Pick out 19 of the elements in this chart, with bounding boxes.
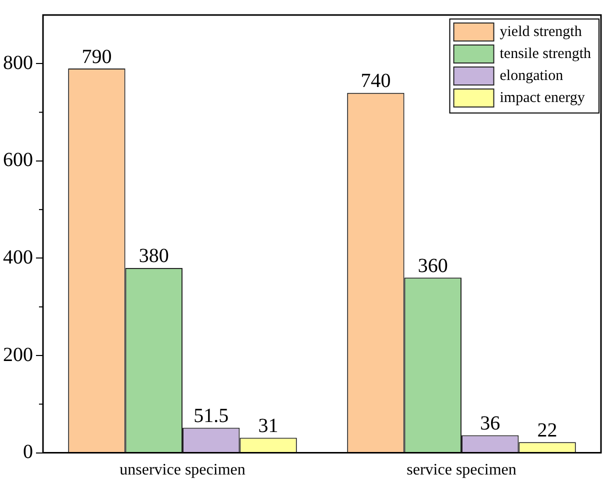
legend-label: tensile strength (500, 46, 592, 62)
data-label: 36 (480, 412, 500, 435)
y-tick-label: 600 (3, 149, 33, 172)
data-label: 22 (537, 419, 558, 442)
data-label: 51.5 (194, 405, 229, 427)
x-tick-label: service specimen (406, 462, 516, 479)
legend-label: yield strength (500, 24, 582, 40)
data-label: 31 (258, 414, 278, 437)
data-label: 360 (418, 254, 448, 277)
data-label: 790 (82, 46, 112, 68)
y-tick-label: 0 (23, 441, 33, 464)
y-tick-label: 400 (3, 246, 33, 268)
legend-label: elongation (500, 68, 564, 84)
legend-label: impact energy (500, 90, 586, 106)
y-tick-label: 800 (3, 52, 33, 74)
x-tick-label: unservice specimen (120, 462, 246, 479)
data-label: 380 (138, 245, 169, 268)
data-label: 740 (360, 70, 391, 92)
y-tick-label: 200 (3, 344, 33, 366)
